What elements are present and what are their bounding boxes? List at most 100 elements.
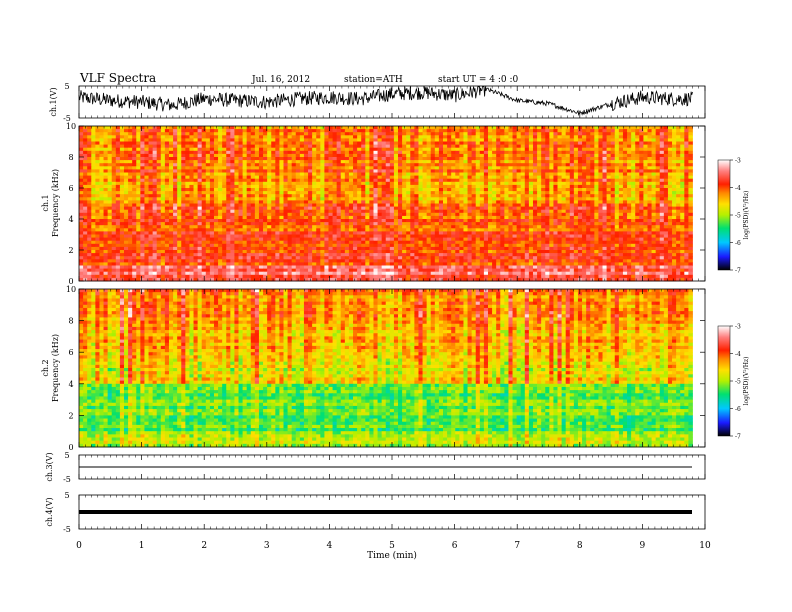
spectrogram-cell bbox=[140, 204, 144, 208]
spectrogram-cell bbox=[545, 157, 549, 161]
spectrogram-cell bbox=[226, 142, 230, 146]
spectrogram-cell bbox=[676, 132, 680, 136]
spectrogram-cell bbox=[439, 148, 443, 152]
spectrogram-cell bbox=[308, 160, 312, 164]
spectrogram-cell bbox=[271, 173, 275, 177]
spectrogram-cell bbox=[144, 182, 148, 186]
spectrogram-cell bbox=[476, 191, 480, 195]
spectrogram-cell bbox=[271, 135, 275, 139]
spectrogram-cell bbox=[316, 163, 320, 167]
spectrogram-cell bbox=[185, 138, 189, 142]
spectrogram-cell bbox=[99, 191, 103, 195]
spectrogram-cell bbox=[198, 210, 202, 214]
spectrogram-cell bbox=[418, 173, 422, 177]
spectrogram-cell bbox=[492, 197, 496, 201]
spectrogram-cell bbox=[373, 182, 377, 186]
spectrogram-cell bbox=[333, 204, 337, 208]
spectrogram-cell bbox=[521, 219, 525, 223]
spectrogram-cell bbox=[500, 163, 504, 167]
spectrogram-cell bbox=[369, 225, 373, 229]
spectrogram-cell bbox=[398, 194, 402, 198]
spectrogram-cell bbox=[394, 179, 398, 183]
spectrogram-cell bbox=[316, 216, 320, 220]
spectrogram-cell bbox=[112, 163, 116, 167]
spectrogram-cell bbox=[468, 191, 472, 195]
spectrogram-cell bbox=[218, 142, 222, 146]
spectrogram-cell bbox=[586, 204, 590, 208]
spectrogram-cell bbox=[357, 135, 361, 139]
spectrogram-cell bbox=[643, 219, 647, 223]
spectrogram-cell bbox=[488, 179, 492, 183]
spectrogram-cell bbox=[639, 185, 643, 189]
spectrogram-cell bbox=[537, 179, 541, 183]
spectrogram-cell bbox=[566, 157, 570, 161]
spectrogram-cell bbox=[435, 210, 439, 214]
spectrogram-cell bbox=[508, 142, 512, 146]
spectrogram-cell bbox=[615, 176, 619, 180]
spectrogram-cell bbox=[635, 200, 639, 204]
spectrogram-cell bbox=[513, 204, 517, 208]
spectrogram-cell bbox=[267, 207, 271, 211]
spectrogram-cell bbox=[574, 179, 578, 183]
spectrogram-cell bbox=[263, 182, 267, 186]
spectrogram-cell bbox=[189, 225, 193, 229]
spectrogram-cell bbox=[684, 160, 688, 164]
spectrogram-cell bbox=[431, 154, 435, 158]
spectrogram-cell bbox=[341, 197, 345, 201]
spectrogram-cell bbox=[398, 225, 402, 229]
spectrogram-cell bbox=[480, 157, 484, 161]
spectrogram-cell bbox=[382, 182, 386, 186]
spectrogram-cell bbox=[668, 154, 672, 158]
spectrogram-cell bbox=[234, 166, 238, 170]
spectrogram-cell bbox=[304, 148, 308, 152]
spectrogram-cell bbox=[210, 197, 214, 201]
spectrogram-cell bbox=[439, 222, 443, 226]
spectrogram-cell bbox=[345, 200, 349, 204]
spectrogram-cell bbox=[255, 204, 259, 208]
spectrogram-cell bbox=[508, 160, 512, 164]
spectrogram-cell bbox=[500, 207, 504, 211]
spectrogram-cell bbox=[656, 219, 660, 223]
spectrogram-cell bbox=[341, 132, 345, 136]
spectrogram-cell bbox=[333, 154, 337, 158]
spectrogram-cell bbox=[684, 188, 688, 192]
spectrogram-cell bbox=[668, 166, 672, 170]
spectrogram-cell bbox=[566, 216, 570, 220]
spectrogram-cell bbox=[104, 185, 108, 189]
spectrogram-cell bbox=[525, 200, 529, 204]
spectrogram-cell bbox=[410, 129, 414, 133]
spectrogram-cell bbox=[521, 225, 525, 229]
spectrogram-cell bbox=[443, 160, 447, 164]
spectrogram-cell bbox=[312, 194, 316, 198]
spectrogram-cell bbox=[275, 169, 279, 173]
spectrogram-cell bbox=[251, 188, 255, 192]
spectrogram-cell bbox=[558, 185, 562, 189]
spectrogram-cell bbox=[414, 210, 418, 214]
spectrogram-cell bbox=[652, 145, 656, 149]
spectrogram-cell bbox=[320, 148, 324, 152]
spectrogram-cell bbox=[161, 135, 165, 139]
spectrogram-cell bbox=[525, 197, 529, 201]
spectrogram-cell bbox=[623, 154, 627, 158]
spectrogram-cell bbox=[279, 166, 283, 170]
spectrogram-cell bbox=[173, 210, 177, 214]
spectrogram-cell bbox=[128, 176, 132, 180]
spectrogram-cell bbox=[267, 210, 271, 214]
spectrogram-cell bbox=[316, 213, 320, 217]
spectrogram-cell bbox=[455, 194, 459, 198]
spectrogram-cell bbox=[578, 210, 582, 214]
spectrogram-cell bbox=[300, 160, 304, 164]
spectrogram-cell bbox=[275, 225, 279, 229]
spectrogram-cell bbox=[500, 200, 504, 204]
spectrogram-cell bbox=[328, 210, 332, 214]
spectrogram-cell bbox=[198, 148, 202, 152]
spectrogram-cell bbox=[189, 151, 193, 155]
spectrogram-cell bbox=[627, 179, 631, 183]
spectrogram-cell bbox=[194, 126, 198, 130]
spectrogram-cell bbox=[656, 151, 660, 155]
spectrogram-cell bbox=[386, 219, 390, 223]
spectrogram-cell bbox=[631, 207, 635, 211]
spectrogram-cell bbox=[267, 132, 271, 136]
spectrogram-cell bbox=[304, 191, 308, 195]
spectrogram-cell bbox=[517, 210, 521, 214]
